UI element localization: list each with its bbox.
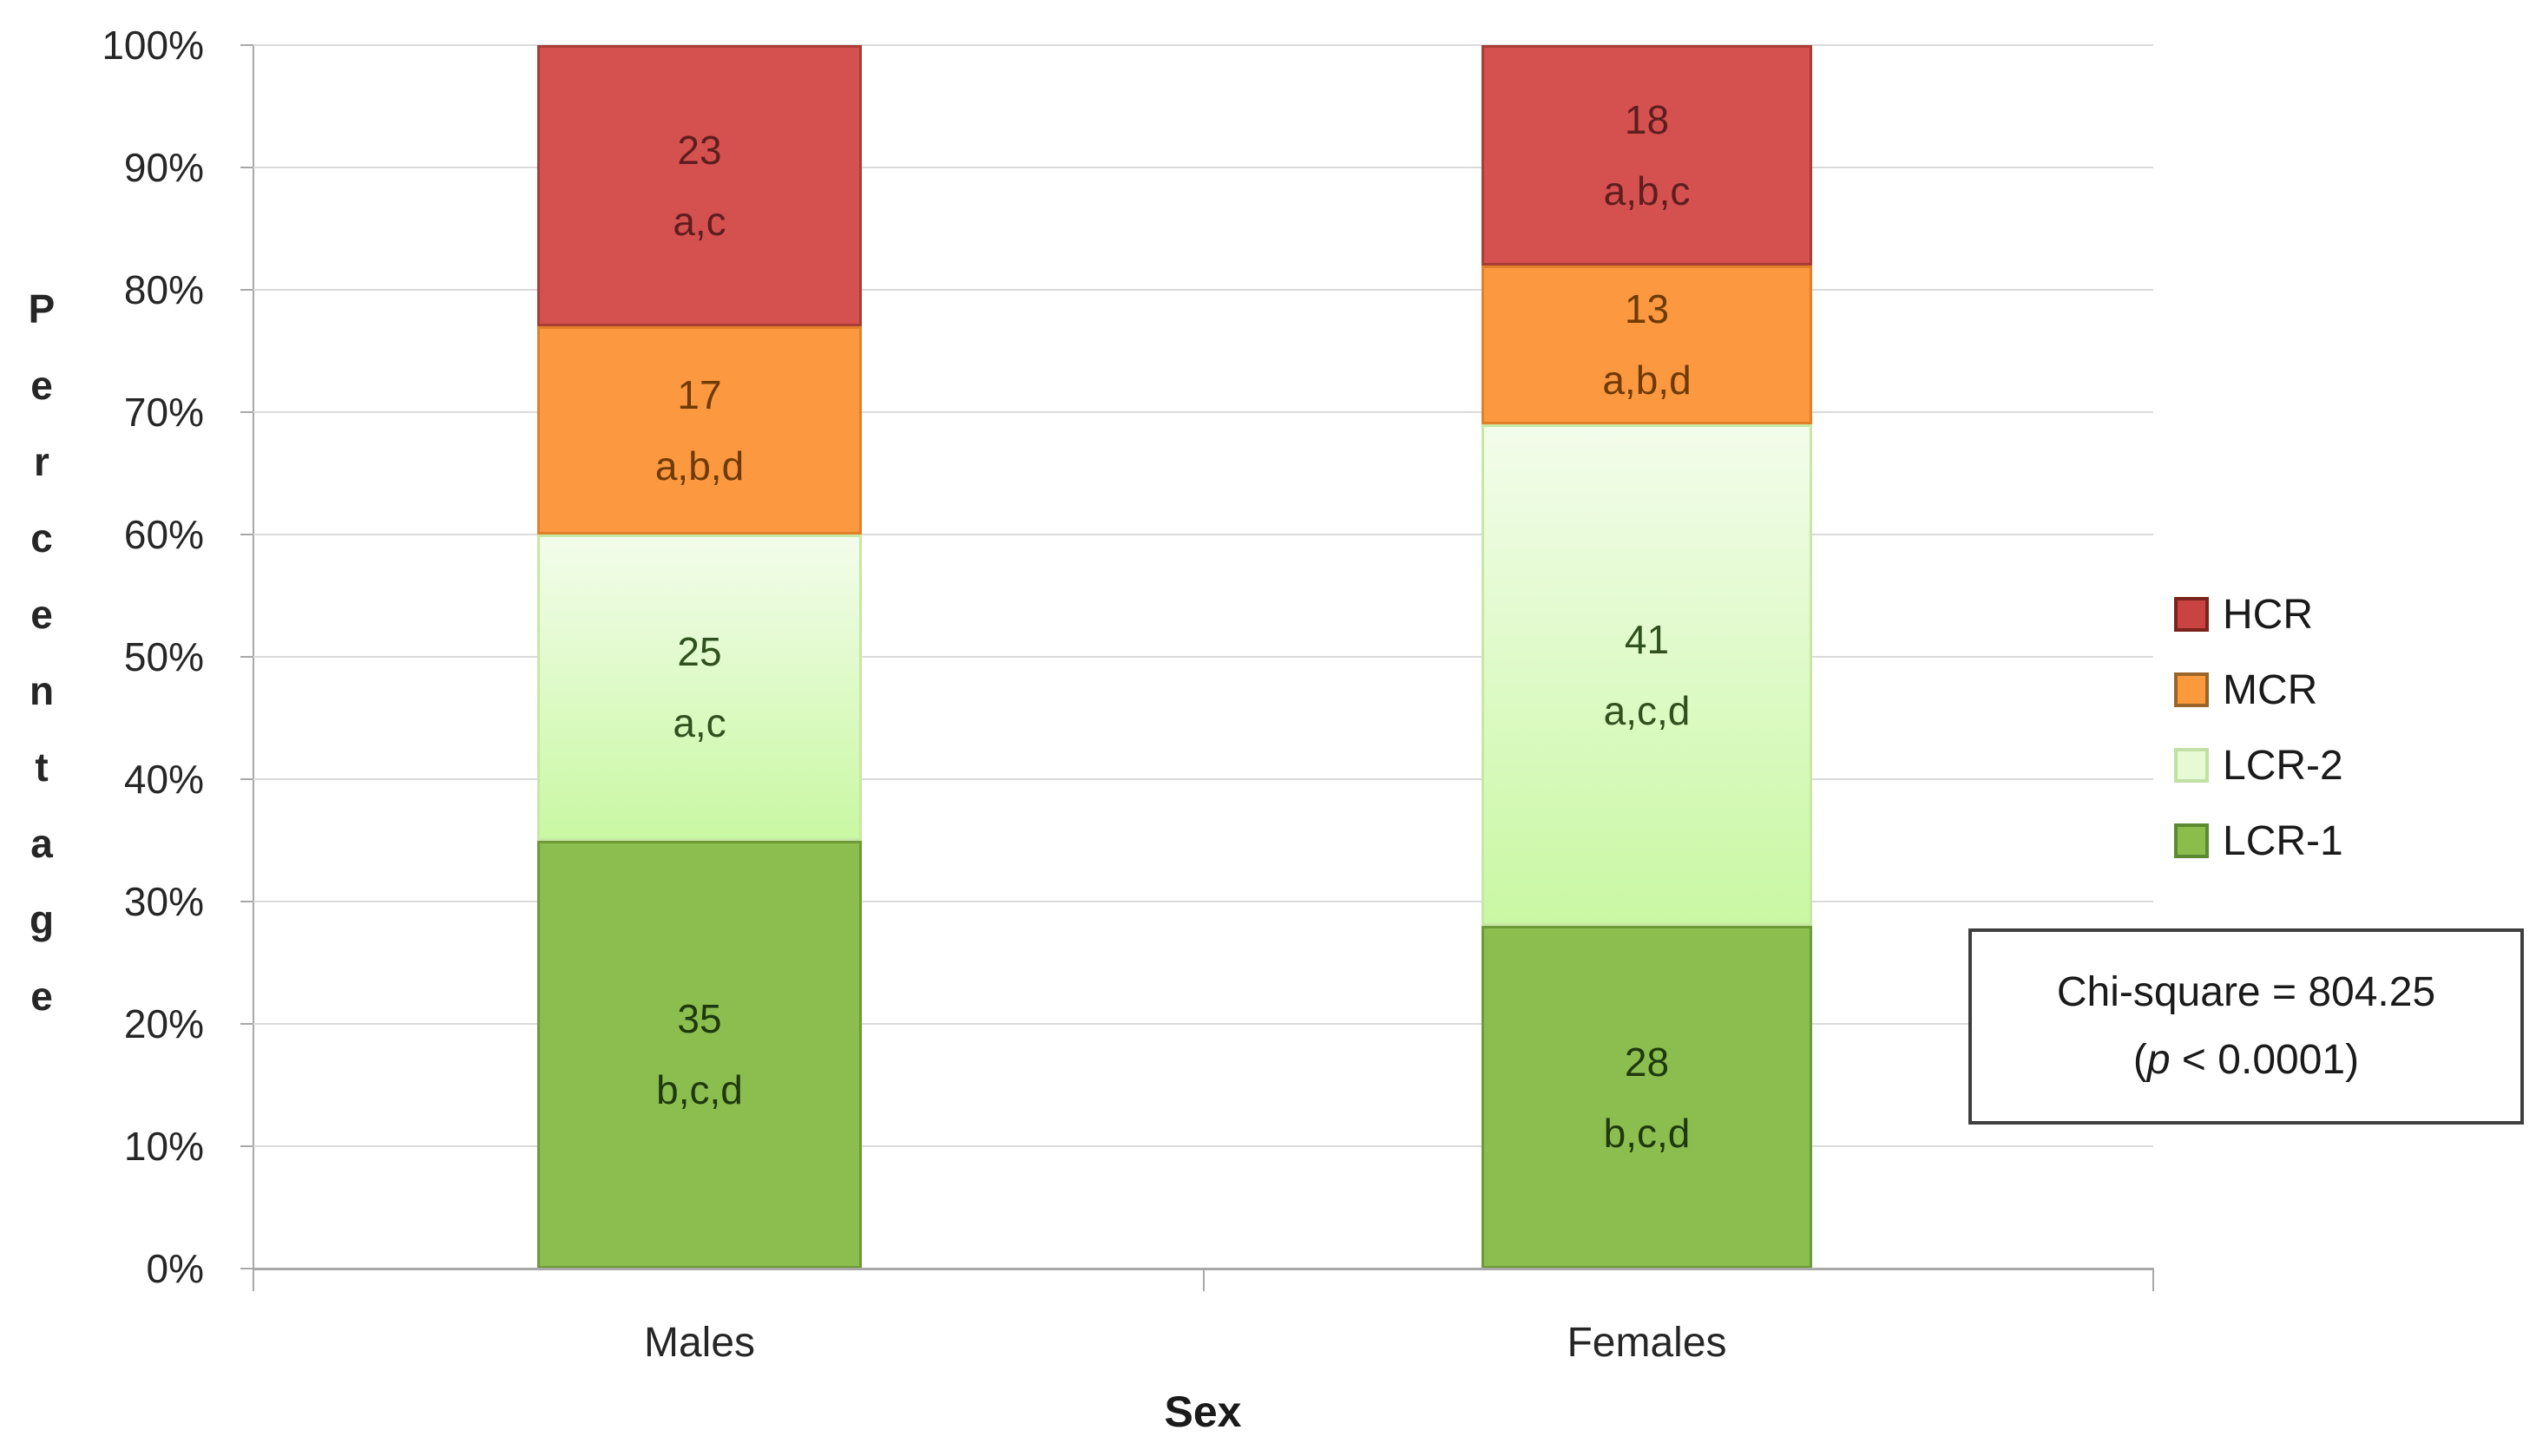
gridline-100% (253, 44, 2153, 46)
segment-value-label: 23 (677, 128, 722, 174)
y-tick-label-30%: 30% (123, 879, 204, 924)
plot-area: 35 b,c,d 25 a,c 17 a,b,d 23 a,c 28 b,c,d 41 a,c,d 13… (253, 44, 2153, 1269)
y-axis-title-letter: g (29, 897, 55, 942)
y-axis-line (253, 45, 254, 1270)
segment-significance-label: a,b,d (1602, 357, 1692, 403)
y-tick-label-60%: 60% (123, 512, 204, 557)
y-tick-mark (240, 656, 253, 658)
legend-label-lcr-1: LCR-1 (2223, 817, 2343, 864)
annotation-box: Chi-square = 804.25 (p < 0.0001) (1968, 928, 2524, 1125)
x-tick-label-males: Males (643, 1320, 756, 1366)
gridline-10% (253, 1145, 2153, 1147)
bar-segment-lcr-2-males: 25 a,c (537, 535, 862, 841)
legend-label-lcr-2: LCR-2 (2223, 742, 2343, 789)
y-tick-mark (240, 1268, 253, 1269)
y-axis-title-letter: c (30, 515, 53, 561)
annotation-line1: Chi-square = 804.25 (2056, 969, 2436, 1015)
x-tick-mark (253, 1269, 254, 1291)
segment-significance-label: a,c (673, 700, 726, 746)
y-axis-title-letter: e (30, 363, 53, 408)
y-tick-label-40%: 40% (123, 757, 204, 802)
y-axis-title-letter: a (30, 821, 53, 866)
y-tick-label-0%: 0% (146, 1246, 204, 1291)
y-axis-title-letter: P (28, 286, 56, 331)
gridline-30% (253, 901, 2153, 902)
legend: HCR MCR LCR-2 LCR-1 (2174, 592, 2343, 899)
segment-significance-label: b,c,d (656, 1067, 743, 1113)
gridline-90% (253, 167, 2153, 168)
bar-segment-hcr-males: 23 a,c (537, 45, 862, 327)
legend-swatch-lcr-1 (2174, 823, 2209, 858)
segment-significance-label: a,b,c (1603, 167, 1691, 213)
segment-significance-label: a,b,d (654, 443, 745, 489)
y-tick-mark (240, 1145, 253, 1147)
bar-segment-mcr-females: 13 a,b,d (1482, 265, 1812, 425)
annotation-p-symbol: p (2146, 1037, 2171, 1083)
bar-segment-mcr-males: 17 a,b,d (537, 326, 862, 535)
y-tick-mark (240, 289, 253, 291)
segment-value-label: 13 (1624, 286, 1670, 332)
segment-value-label: 41 (1624, 617, 1670, 663)
y-tick-mark (240, 44, 253, 46)
gridline-70% (253, 411, 2153, 413)
y-axis-title-letter: e (30, 592, 53, 637)
y-tick-mark (240, 901, 253, 902)
y-tick-label-50%: 50% (123, 634, 204, 679)
gridline-60% (253, 534, 2153, 535)
x-tick-mark (2152, 1269, 2154, 1291)
annotation-line2-suffix: < 0.0001) (2170, 1037, 2360, 1083)
y-axis-title-letter: e (30, 974, 53, 1019)
legend-item-mcr: MCR (2174, 667, 2343, 713)
bar-segment-hcr-females: 18 a,b,c (1482, 45, 1812, 266)
x-axis-title: Sex (1164, 1387, 1242, 1436)
segment-value-label: 28 (1624, 1039, 1670, 1085)
segment-significance-label: a,c (673, 199, 726, 245)
y-tick-label-70%: 70% (123, 390, 204, 435)
y-tick-label-100%: 100% (102, 23, 204, 68)
segment-significance-label: a,c,d (1603, 688, 1691, 734)
segment-value-label: 17 (677, 372, 722, 418)
y-tick-label-10%: 10% (123, 1124, 204, 1169)
y-tick-mark (240, 778, 253, 780)
bar-segment-lcr-1-females: 28 b,c,d (1482, 926, 1812, 1269)
gridline-40% (253, 778, 2153, 780)
y-axis-title-letter: n (29, 668, 55, 713)
y-tick-mark (240, 411, 253, 413)
y-tick-mark (240, 534, 253, 535)
y-tick-mark (240, 1023, 253, 1025)
legend-item-lcr-2: LCR-2 (2174, 743, 2343, 789)
legend-swatch-lcr-2 (2174, 748, 2209, 783)
x-tick-mark (1202, 1269, 1205, 1291)
y-axis-title-letter: t (35, 744, 49, 790)
y-tick-label-20%: 20% (123, 1001, 204, 1046)
segment-significance-label: b,c,d (1603, 1110, 1691, 1156)
y-tick-mark (240, 167, 253, 168)
segment-value-label: 25 (677, 629, 722, 675)
legend-item-lcr-1: LCR-1 (2174, 818, 2343, 864)
y-tick-label-90%: 90% (123, 145, 204, 190)
y-tick-label-80%: 80% (123, 267, 204, 312)
gridline-20% (253, 1023, 2153, 1025)
segment-value-label: 18 (1624, 96, 1670, 142)
x-tick-label-females: Females (1567, 1320, 1727, 1366)
gridline-80% (253, 289, 2153, 291)
legend-item-hcr: HCR (2174, 592, 2343, 638)
legend-swatch-hcr (2174, 597, 2209, 632)
legend-label-hcr: HCR (2223, 591, 2313, 638)
bar-segment-lcr-2-females: 41 a,c,d (1482, 424, 1812, 927)
legend-swatch-mcr (2174, 672, 2209, 707)
segment-value-label: 35 (677, 996, 722, 1042)
bar-segment-lcr-1-males: 35 b,c,d (537, 840, 862, 1269)
gridline-50% (253, 656, 2153, 658)
legend-label-mcr: MCR (2223, 666, 2318, 713)
annotation-line2: (p < 0.0001) (2133, 1026, 2359, 1094)
annotation-line2-prefix: ( (2132, 1037, 2147, 1083)
y-axis-title-letter: r (34, 439, 49, 484)
